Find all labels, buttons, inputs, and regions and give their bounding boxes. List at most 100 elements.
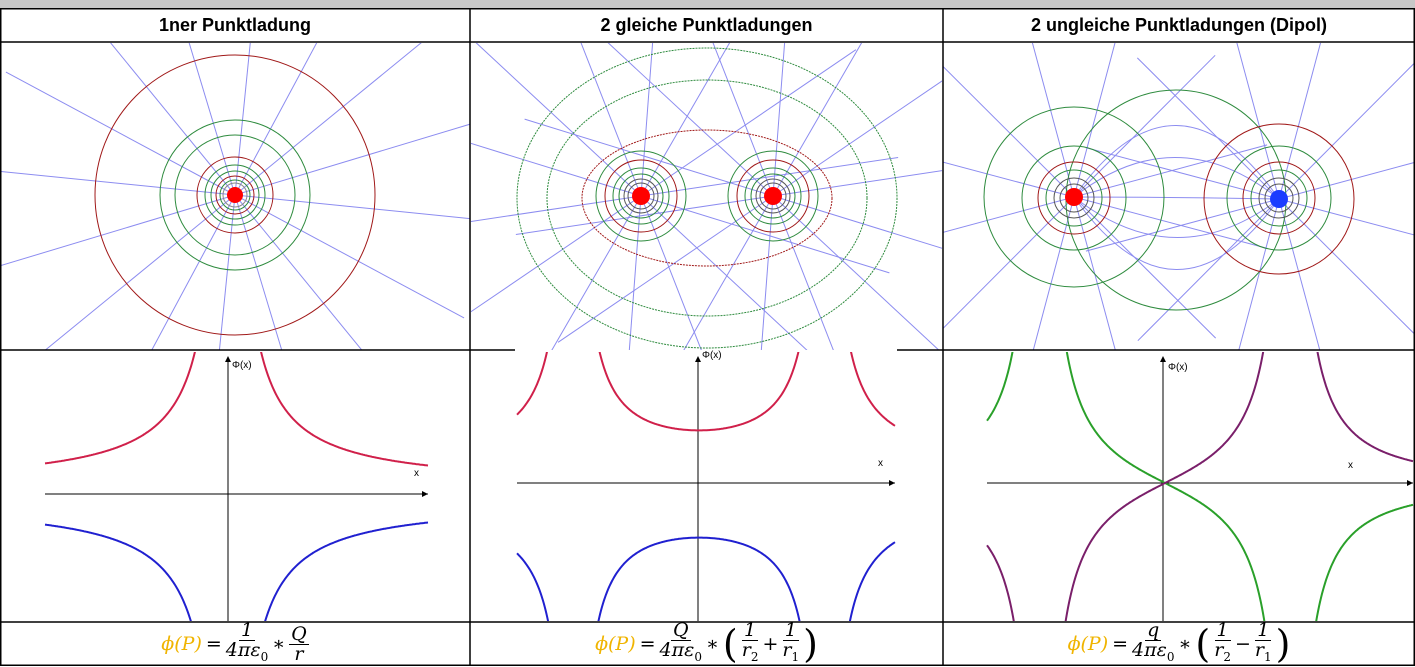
denominator: r2 — [742, 641, 759, 667]
denominator-text: 4πε — [226, 639, 261, 661]
field-single — [0, 0, 494, 454]
denominator: r — [294, 645, 303, 664]
field-line — [235, 195, 494, 221]
field-line — [1074, 145, 1267, 197]
denominator-text: 4πε — [1132, 639, 1167, 661]
charge — [632, 187, 650, 205]
field-line — [112, 195, 235, 424]
fraction: Q4πε0 — [660, 621, 702, 667]
field-line — [1074, 197, 1279, 199]
formula-symbol: = — [640, 633, 656, 655]
field-line — [1086, 199, 1279, 251]
formula-symbol: ∗ — [1178, 633, 1191, 655]
denominator: 4πε0 — [660, 641, 702, 667]
field-line — [1279, 199, 1331, 392]
formula-symbol: ∗ — [272, 633, 285, 655]
field-line — [1074, 125, 1279, 199]
denominator-text: r — [294, 643, 303, 665]
formula-symbol: ( — [723, 624, 738, 664]
denominator-text: r — [1255, 639, 1264, 661]
equipotential — [1066, 90, 1286, 310]
graph-dipole — [987, 331, 1413, 639]
field-line — [1228, 199, 1279, 392]
potential-positive — [45, 333, 428, 466]
denominator: r2 — [1214, 641, 1231, 667]
numerator: 1 — [1255, 621, 1271, 641]
field-line — [0, 195, 235, 270]
subscript: 2 — [1223, 650, 1231, 664]
graph-equal — [517, 331, 895, 640]
x-axis-label: x — [1348, 460, 1353, 471]
fraction: 1r1 — [782, 621, 799, 667]
formula-symbol: ϕ(P) — [161, 633, 202, 655]
subscript: 1 — [791, 650, 799, 664]
fraction: 14πε0 — [226, 621, 268, 667]
formula-symbol: − — [1235, 633, 1251, 655]
y-axis-label: Φ(x) — [702, 350, 722, 361]
formula-symbol: ) — [1276, 624, 1291, 664]
field-line — [932, 56, 1074, 197]
field-line — [1074, 197, 1279, 270]
arrow — [1160, 356, 1413, 486]
field-line — [1279, 199, 1415, 250]
formula-symbol: = — [1112, 633, 1128, 655]
y-axis-label: Φ(x) — [232, 360, 252, 371]
formula-symbol: ∗ — [706, 633, 719, 655]
formula-symbol: ϕ(P) — [1068, 633, 1109, 655]
denominator-text: r — [742, 639, 751, 661]
x-axis-label: x — [414, 468, 419, 479]
field-line — [6, 72, 235, 195]
arrow — [695, 356, 895, 486]
field-line — [881, 146, 1074, 197]
potential-positive — [987, 331, 1413, 639]
formula: ϕ(P)=14πε0∗Qr — [0, 622, 470, 666]
numerator: 1 — [783, 621, 799, 641]
field-line — [1137, 58, 1279, 199]
charge — [1270, 190, 1288, 208]
column-header: 2 gleiche Punktladungen — [470, 8, 943, 42]
field-equal — [384, 0, 1030, 455]
column-header: 1ner Punktladung — [0, 8, 470, 42]
charge — [764, 187, 782, 205]
denominator: 4πε0 — [1132, 641, 1174, 667]
formula: ϕ(P)=Q4πε0∗(1r2+1r1) — [470, 622, 943, 666]
table-graphics — [0, 0, 1415, 666]
denominator-text: r — [1214, 639, 1223, 661]
numerator: q — [1145, 621, 1161, 641]
formula-symbol: ) — [803, 624, 818, 664]
numerator: 1 — [239, 621, 255, 641]
potential-negative — [45, 523, 428, 637]
numerator: 1 — [1215, 621, 1231, 641]
numerator: Q — [671, 621, 691, 641]
subscript: 0 — [1167, 650, 1175, 664]
formula-symbol: ϕ(P) — [595, 633, 636, 655]
field-line — [34, 195, 235, 360]
numerator: Q — [289, 625, 309, 645]
column-header: 2 ungleiche Punktladungen (Dipol) — [943, 8, 1415, 42]
field-dipole — [881, 4, 1415, 393]
formula-symbol: ( — [1195, 624, 1210, 664]
formula: ϕ(P)=q4πε0∗(1r2−1r1) — [943, 622, 1415, 666]
charge — [227, 187, 243, 203]
field-line — [1279, 147, 1415, 199]
field-line — [933, 197, 1074, 339]
subscript: 2 — [751, 650, 759, 664]
numerator: 1 — [742, 621, 758, 641]
arrow — [225, 356, 428, 497]
denominator: r1 — [782, 641, 799, 667]
charge — [1065, 188, 1083, 206]
field-line — [209, 195, 235, 454]
subscript: 0 — [261, 650, 269, 664]
field-line — [1074, 55, 1215, 197]
field-line — [1074, 157, 1279, 199]
potential-negative — [987, 331, 1413, 639]
field-line — [1138, 199, 1279, 341]
formula-symbol: = — [206, 633, 222, 655]
formula-symbol: + — [762, 633, 778, 655]
field-line — [1279, 57, 1415, 199]
page: (() => { const data = JSON.parse(documen… — [0, 0, 1415, 666]
denominator: r1 — [1255, 641, 1272, 667]
